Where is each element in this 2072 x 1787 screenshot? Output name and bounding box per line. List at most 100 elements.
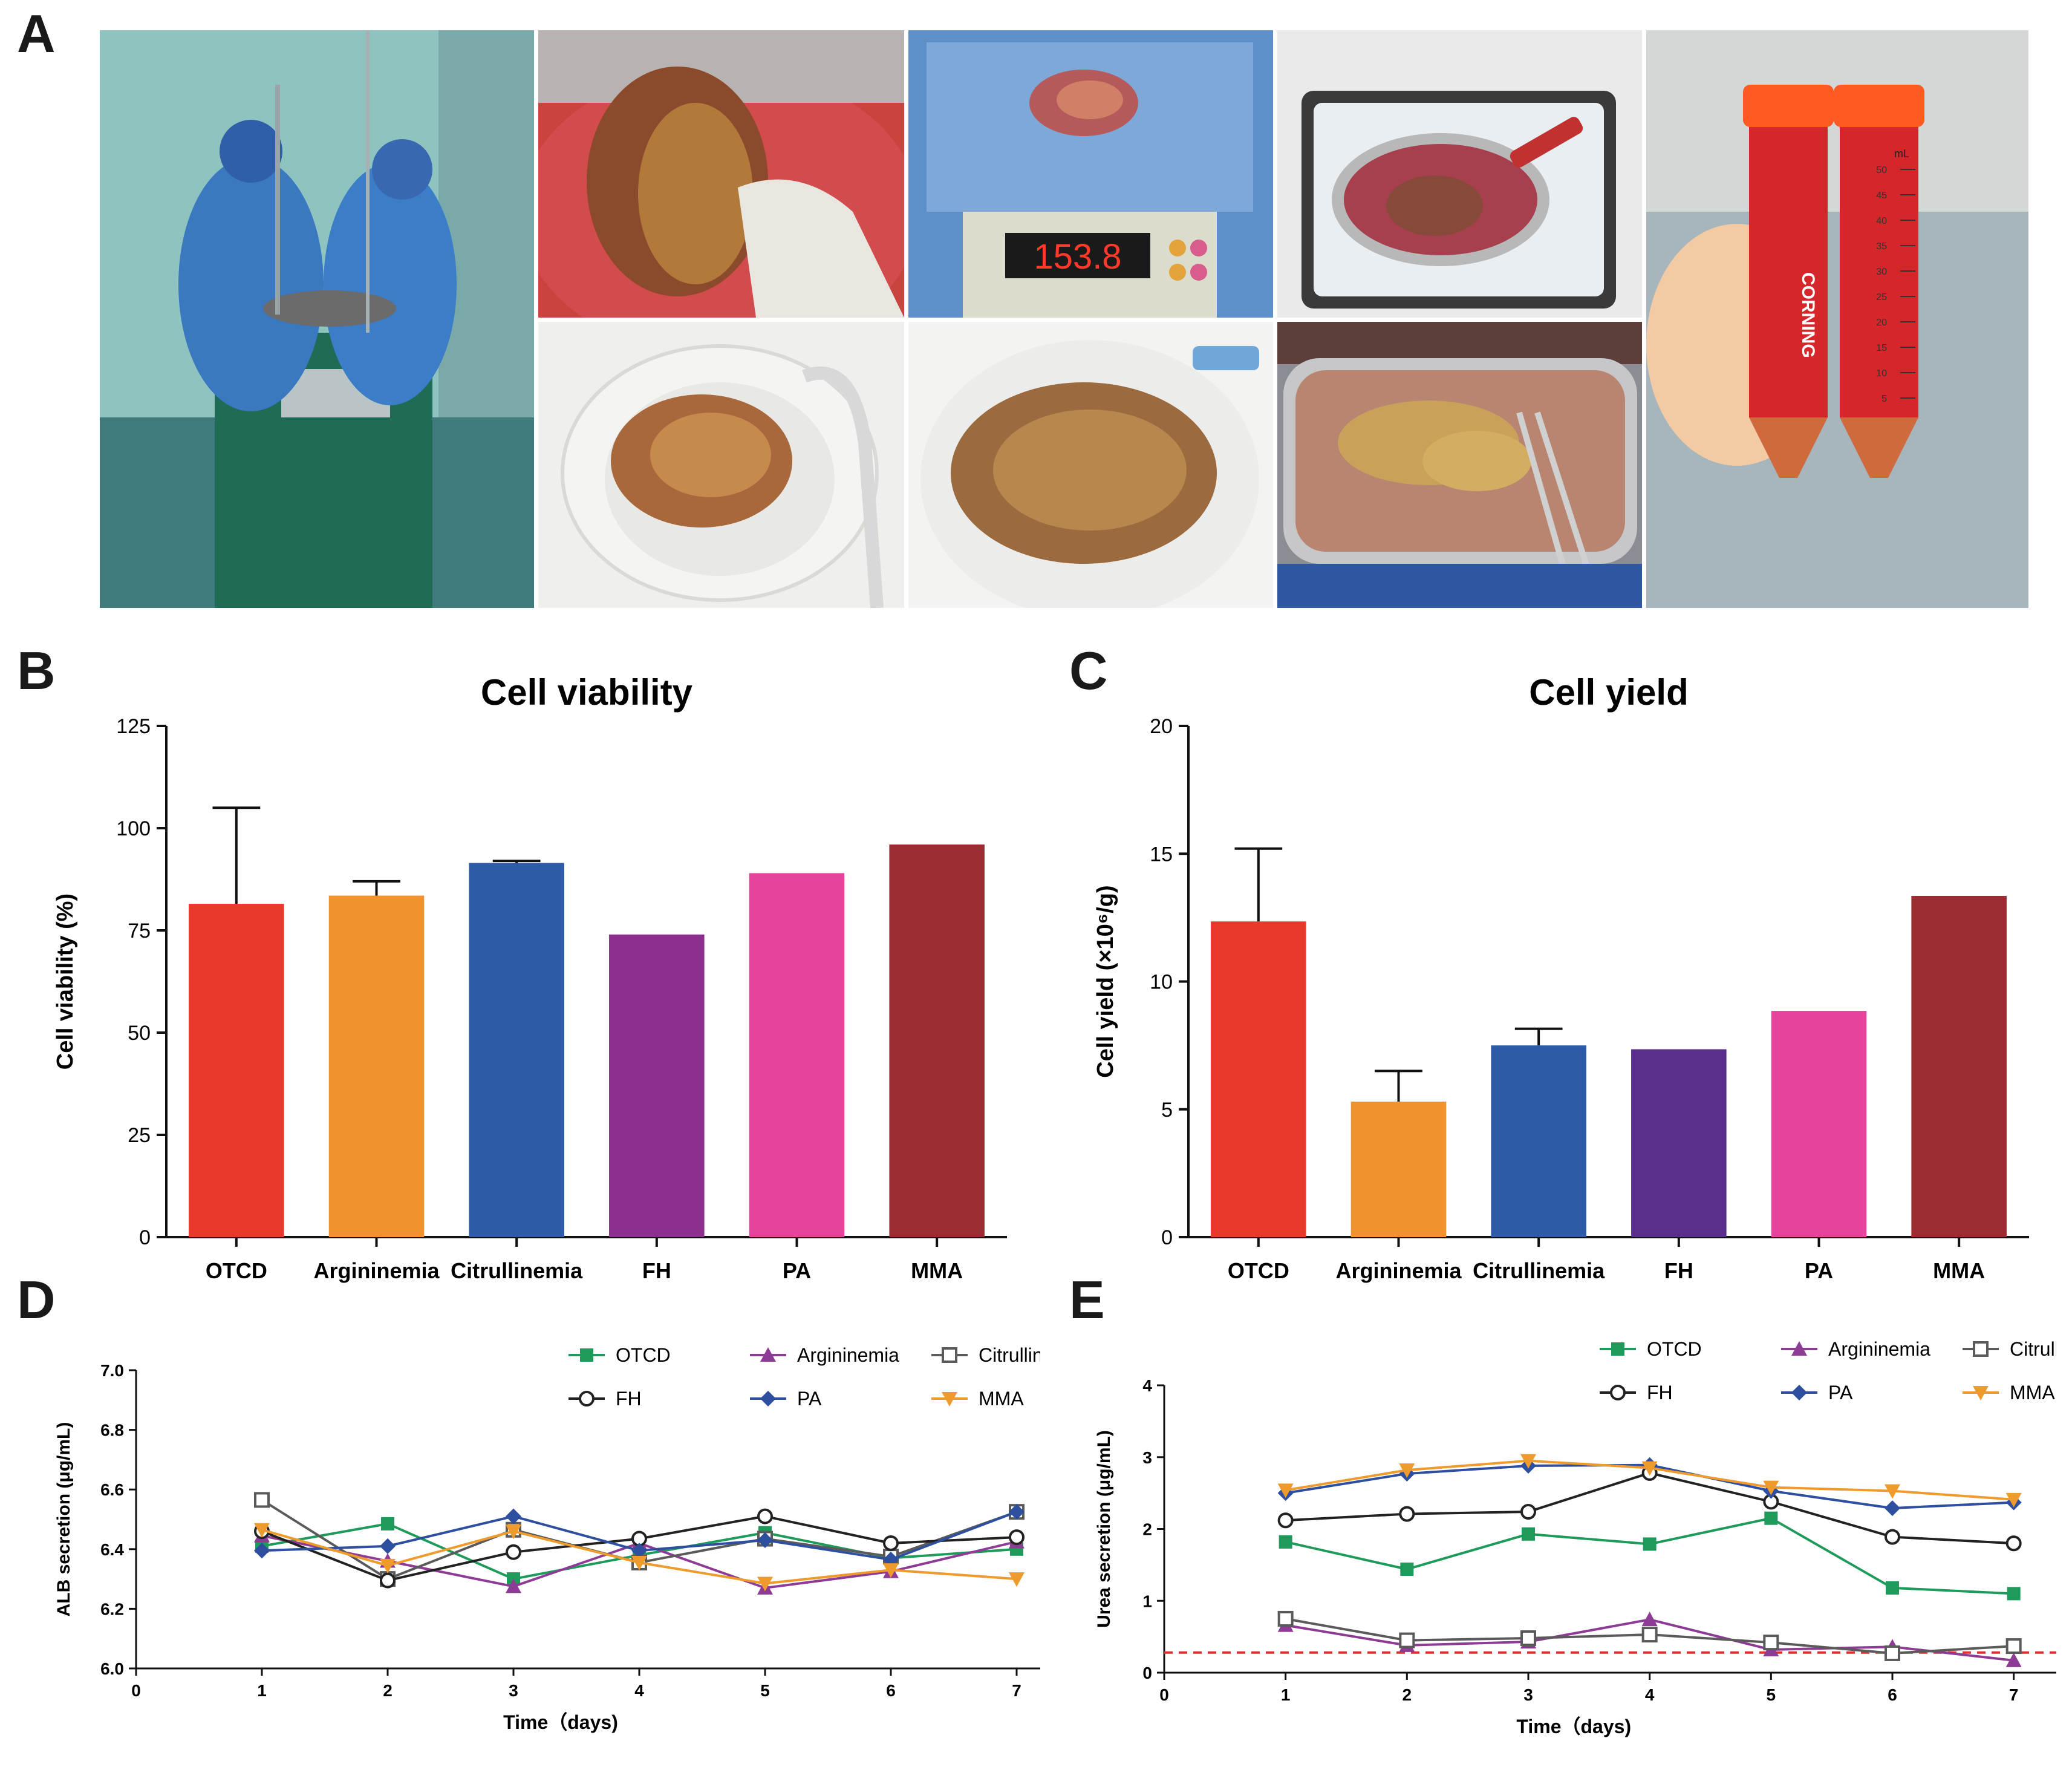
- photo-tubes: CORNING 50 45 40 35 30 25 20 15 10 5 mL: [1646, 30, 2028, 608]
- data-point: [1520, 1504, 1536, 1520]
- bar-argininemia: [1350, 1102, 1447, 1237]
- x-tick-label: FH: [642, 1258, 671, 1283]
- x-tick-label: 7: [2009, 1685, 2019, 1704]
- panel-label-e: E: [1069, 1270, 1105, 1330]
- legend-label: Citrullinemia: [2010, 1338, 2056, 1360]
- data-point: [1610, 1385, 1626, 1400]
- data-point: [254, 1543, 270, 1559]
- tube-brand: CORNING: [1798, 272, 1818, 358]
- y-tick-label: 6.0: [100, 1659, 124, 1678]
- y-tick-label: 0: [1161, 1226, 1173, 1249]
- data-point: [942, 1392, 957, 1406]
- bar-fh: [609, 934, 705, 1237]
- y-tick-label: 20: [1150, 715, 1173, 738]
- data-point: [1791, 1385, 1807, 1400]
- legend-label: FH: [616, 1388, 642, 1410]
- data-point: [1763, 1480, 1779, 1495]
- data-point: [1764, 1511, 1778, 1525]
- data-point: [1763, 1635, 1779, 1651]
- chart-urea-secretion: Urea secretion (μg/mL) Time（days) 0 1 2 3 4 0 1 2…: [1089, 1331, 2072, 1766]
- legend-label: Argininemia: [1828, 1338, 1930, 1360]
- x-tick-label: Citrullinemia: [451, 1258, 583, 1283]
- x-tick-label: 0: [1159, 1685, 1169, 1704]
- series-mma: [254, 1523, 1025, 1592]
- legend-label: OTCD: [1647, 1338, 1702, 1360]
- x-tick-label: Citrullinemia: [1473, 1258, 1605, 1283]
- data-point: [380, 1572, 396, 1589]
- tube-graduation-label: 40: [1876, 216, 1887, 226]
- tube-graduation-label: 15: [1876, 343, 1887, 353]
- photo-digested-tissue: [1277, 322, 1642, 608]
- photo-perfusion-tray: [1277, 30, 1642, 318]
- data-point: [2005, 1652, 2022, 1667]
- bar-pa: [749, 873, 845, 1237]
- y-tick-label: 6.6: [100, 1480, 124, 1499]
- legend-label: MMA: [979, 1388, 1024, 1410]
- panel-label-d: D: [17, 1270, 56, 1330]
- x-tick-label: 1: [257, 1681, 267, 1700]
- bar-citrullinemia: [469, 863, 564, 1237]
- data-point: [757, 1576, 773, 1592]
- data-point: [2005, 1535, 2022, 1552]
- x-tick-label: PA: [783, 1258, 811, 1283]
- legend-entry-argininemia: Argininemia: [1781, 1338, 1930, 1360]
- x-tick-label: MMA: [1933, 1258, 1985, 1283]
- y-tick-label: 50: [128, 1022, 151, 1045]
- x-tick-label: 0: [131, 1681, 141, 1700]
- legend-entry-citrullinemia: Citrullinemia: [1963, 1338, 2072, 1360]
- y-tick-label: 4: [1142, 1376, 1152, 1395]
- x-tick-label: OTCD: [1228, 1258, 1289, 1283]
- y-axis-label: ALB secretion (μg/mL): [54, 1422, 74, 1617]
- data-point: [1611, 1342, 1624, 1356]
- data-point: [380, 1558, 396, 1573]
- photo-surgery: [100, 30, 534, 608]
- chart-cell-viability: Cell viability Cell viability (%) 0 25 50 75 1…: [48, 653, 1040, 1295]
- data-point: [1277, 1512, 1294, 1529]
- legend-entry-pa: PA: [1781, 1382, 1853, 1403]
- data-point: [631, 1555, 647, 1570]
- x-tick-label: 4: [1645, 1685, 1655, 1704]
- x-tick-label: 3: [1523, 1685, 1533, 1704]
- y-tick-label: 6.4: [100, 1540, 124, 1559]
- data-point: [1399, 1632, 1415, 1648]
- data-point: [2007, 1587, 2021, 1601]
- legend-entry-pa: PA: [750, 1388, 822, 1410]
- bar-mma: [889, 844, 985, 1237]
- legend-entry-otcd: OTCD: [1600, 1338, 1702, 1360]
- data-point: [1641, 1612, 1658, 1627]
- data-point: [1009, 1572, 1025, 1587]
- legend-entry-fh: FH: [568, 1388, 642, 1410]
- data-point: [1885, 1645, 1900, 1661]
- x-tick-label: MMA: [911, 1258, 963, 1283]
- panel-label-c: C: [1069, 641, 1108, 701]
- data-point: [1885, 1484, 1900, 1499]
- legend-label: OTCD: [616, 1344, 671, 1366]
- data-point: [1643, 1537, 1657, 1551]
- data-point: [1522, 1527, 1535, 1541]
- data-point: [1520, 1454, 1536, 1469]
- y-tick-label: 6.8: [100, 1421, 124, 1440]
- legend-label: FH: [1647, 1382, 1673, 1403]
- data-point: [580, 1348, 593, 1362]
- y-tick-label: 0: [1142, 1664, 1152, 1682]
- y-tick-label: 10: [1150, 971, 1173, 994]
- data-point: [1973, 1386, 1989, 1400]
- data-point: [1641, 1461, 1658, 1476]
- panel-label-b: B: [17, 641, 56, 701]
- data-point: [381, 1517, 394, 1531]
- y-tick-label: 0: [139, 1226, 151, 1249]
- y-tick-label: 75: [128, 920, 151, 943]
- chart-title: Cell viability: [481, 672, 693, 713]
- legend-label: Citrullinemia: [979, 1344, 1040, 1366]
- legend-label: PA: [1828, 1382, 1853, 1403]
- tube-graduations: 50 45 40 35 30 25 20 15 10 5: [1876, 165, 1915, 404]
- bar-argininemia: [328, 895, 425, 1237]
- data-point: [254, 1523, 270, 1538]
- x-tick-label: 6: [1888, 1685, 1897, 1704]
- legend-label: Argininemia: [797, 1344, 899, 1366]
- y-tick-label: 3: [1142, 1448, 1152, 1467]
- bar-otcd: [189, 904, 284, 1237]
- y-axis-label: Cell viability (%): [53, 894, 78, 1070]
- tube-graduation-label: 10: [1876, 368, 1887, 379]
- data-point: [1399, 1506, 1415, 1522]
